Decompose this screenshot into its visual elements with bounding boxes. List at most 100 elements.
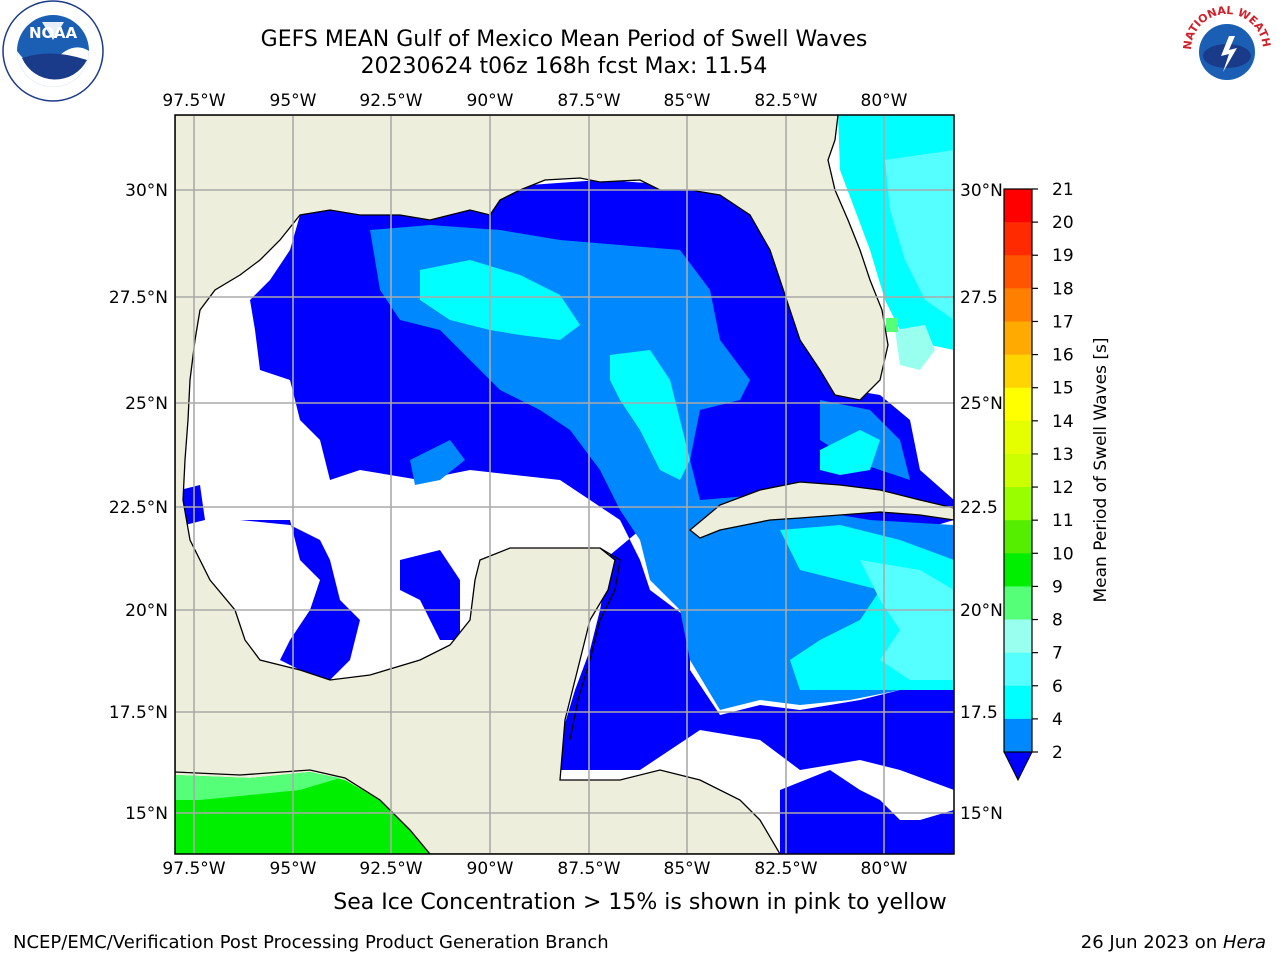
- svg-text:NOAA: NOAA: [29, 24, 78, 42]
- colorbar-tick-label: 14: [1052, 412, 1074, 432]
- lat-label: 30°N: [125, 181, 168, 201]
- lat-labels-right: 30°N 27.5 25°N 22.5 20°N 17.5 15°N: [960, 181, 1003, 824]
- yucatan-coast: [569, 547, 621, 741]
- lat-label: 30°N: [960, 181, 1003, 201]
- footer-date: 26 Jun 2023 on Hera: [1081, 932, 1266, 953]
- colorbar-segment: [1004, 222, 1032, 256]
- colorbar-tick-label: 17: [1052, 312, 1074, 332]
- colorbar-segment: [1004, 718, 1032, 753]
- deep-blue-west2: [400, 550, 460, 640]
- colorbar-tick-label: 18: [1052, 279, 1074, 299]
- lat-label: 20°N: [960, 601, 1003, 621]
- lat-label: 27.5°N: [109, 288, 168, 308]
- colorbar-segment: [1004, 553, 1032, 587]
- lon-label: 85°W: [664, 859, 711, 879]
- aqua-patch: [895, 325, 935, 370]
- lat-label: 25°N: [125, 394, 168, 414]
- lat-label: 15°N: [960, 804, 1003, 824]
- lon-label: 82.5°W: [754, 859, 817, 879]
- colorbar-tick-label: 15: [1052, 379, 1074, 399]
- chart-title: GEFS MEAN Gulf of Mexico Mean Period of …: [260, 27, 868, 52]
- colorbar-segment: [1004, 255, 1032, 289]
- pale-cyan-east: [885, 150, 954, 320]
- chart-subtitle: 20230624 t06z 168h fcst Max: 11.54: [360, 54, 768, 79]
- lon-label: 87.5°W: [557, 859, 620, 879]
- lon-label: 87.5°W: [557, 91, 620, 111]
- lon-label: 80°W: [861, 91, 908, 111]
- cyan-region-north: [420, 260, 580, 340]
- lon-label: 95°W: [270, 859, 317, 879]
- lat-label: 15°N: [125, 804, 168, 824]
- lon-labels-bottom: 97.5°W 95°W 92.5°W 90°W 87.5°W 85°W 82.5…: [162, 859, 907, 879]
- lat-label: 22.5: [960, 498, 998, 518]
- lat-labels-left: 30°N 27.5°N 25°N 22.5°N 20°N 17.5°N 15°N: [109, 181, 168, 824]
- colorbar-tick-label: 8: [1052, 611, 1063, 631]
- colorbar: [1004, 189, 1032, 753]
- colorbar-tick-label: 13: [1052, 445, 1074, 465]
- lat-label: 17.5°N: [109, 703, 168, 723]
- deep-blue-region: [250, 180, 954, 790]
- land-cuba: [688, 481, 954, 539]
- colorbar-tick-label: 4: [1052, 710, 1063, 730]
- colorbar-tick-label: 7: [1052, 644, 1063, 664]
- colorbar-segment: [1004, 420, 1032, 455]
- light-green-patch: [886, 318, 898, 332]
- lon-label: 92.5°W: [359, 91, 422, 111]
- colorbar-tick-label: 12: [1052, 478, 1074, 498]
- colorbar-segment: [1004, 520, 1032, 554]
- deep-blue-west: [240, 520, 360, 680]
- pacific-coast: [175, 769, 431, 854]
- colorbar-segment: [1004, 189, 1032, 223]
- colorbar-tick-label: 10: [1052, 544, 1074, 564]
- colorbar-tick-label: 11: [1052, 511, 1074, 531]
- sea-ice-caption: Sea Ice Concentration > 15% is shown in …: [333, 890, 947, 915]
- lon-label: 80°W: [861, 859, 908, 879]
- colorbar-extend-arrow: [1003, 751, 1033, 782]
- colorbar-segment: [1004, 453, 1032, 488]
- lon-label: 90°W: [467, 859, 514, 879]
- map-frame: [174, 114, 955, 855]
- lat-label: 17.5: [960, 703, 998, 723]
- lon-label: 92.5°W: [359, 859, 422, 879]
- lon-labels-top: 97.5°W 95°W 92.5°W 90°W 87.5°W 85°W 82.5…: [162, 91, 907, 111]
- lat-label: 27.5: [960, 288, 998, 308]
- lon-label: 90°W: [467, 91, 514, 111]
- colorbar-tick-label: 9: [1052, 577, 1063, 597]
- colorbar-segment: [1004, 321, 1032, 356]
- noaa-logo: NOAA: [2, 0, 105, 103]
- lon-label: 95°W: [270, 91, 317, 111]
- lon-label: 97.5°W: [162, 859, 225, 879]
- cyan-region-central: [610, 350, 690, 480]
- colorbar-ticks: 21 20 19 18 17 16 15 14 13 12 11 10 9 8 7 6 4 2: [1032, 180, 1074, 763]
- colorbar-segment: [1004, 288, 1032, 322]
- colorbar-segment: [1004, 619, 1032, 654]
- graticule: [175, 115, 954, 854]
- deep-blue-south: [780, 770, 954, 854]
- colorbar-segment: [1004, 652, 1032, 687]
- footer-date-text: 26 Jun 2023 on: [1080, 932, 1223, 953]
- lat-label: 20°N: [125, 601, 168, 621]
- colorbar-tick-label: 16: [1052, 346, 1074, 366]
- lat-label: 25°N: [960, 394, 1003, 414]
- colorbar-segment: [1004, 586, 1032, 621]
- nws-logo: NATIONAL WEATHER SERVICE: [1173, 0, 1277, 100]
- lat-label: 22.5°N: [109, 498, 168, 518]
- colorbar-segment: [1004, 487, 1032, 521]
- colorbar-tick-label: 20: [1052, 213, 1074, 233]
- colorbar-label: Mean Period of Swell Waves [s]: [1091, 338, 1111, 603]
- cyan-region-keys: [820, 430, 880, 475]
- light-green-pacific: [175, 772, 340, 800]
- colorbar-frame: [1003, 188, 1033, 753]
- map-field: [175, 115, 954, 854]
- colorbar-tick-label: 2: [1052, 743, 1063, 763]
- colorbar-tick-label: 21: [1052, 180, 1074, 200]
- lon-label: 85°W: [664, 91, 711, 111]
- colorbar-segment: [1004, 387, 1032, 422]
- footer-host: Hera: [1222, 932, 1266, 953]
- colorbar-segment: [1004, 685, 1032, 720]
- colorbar-tick-label: 6: [1052, 677, 1063, 697]
- footer-credit: NCEP/EMC/Verification Post Processing Pr…: [13, 932, 609, 953]
- colorbar-segment: [1004, 354, 1032, 389]
- mid-blue-patch: [410, 440, 465, 485]
